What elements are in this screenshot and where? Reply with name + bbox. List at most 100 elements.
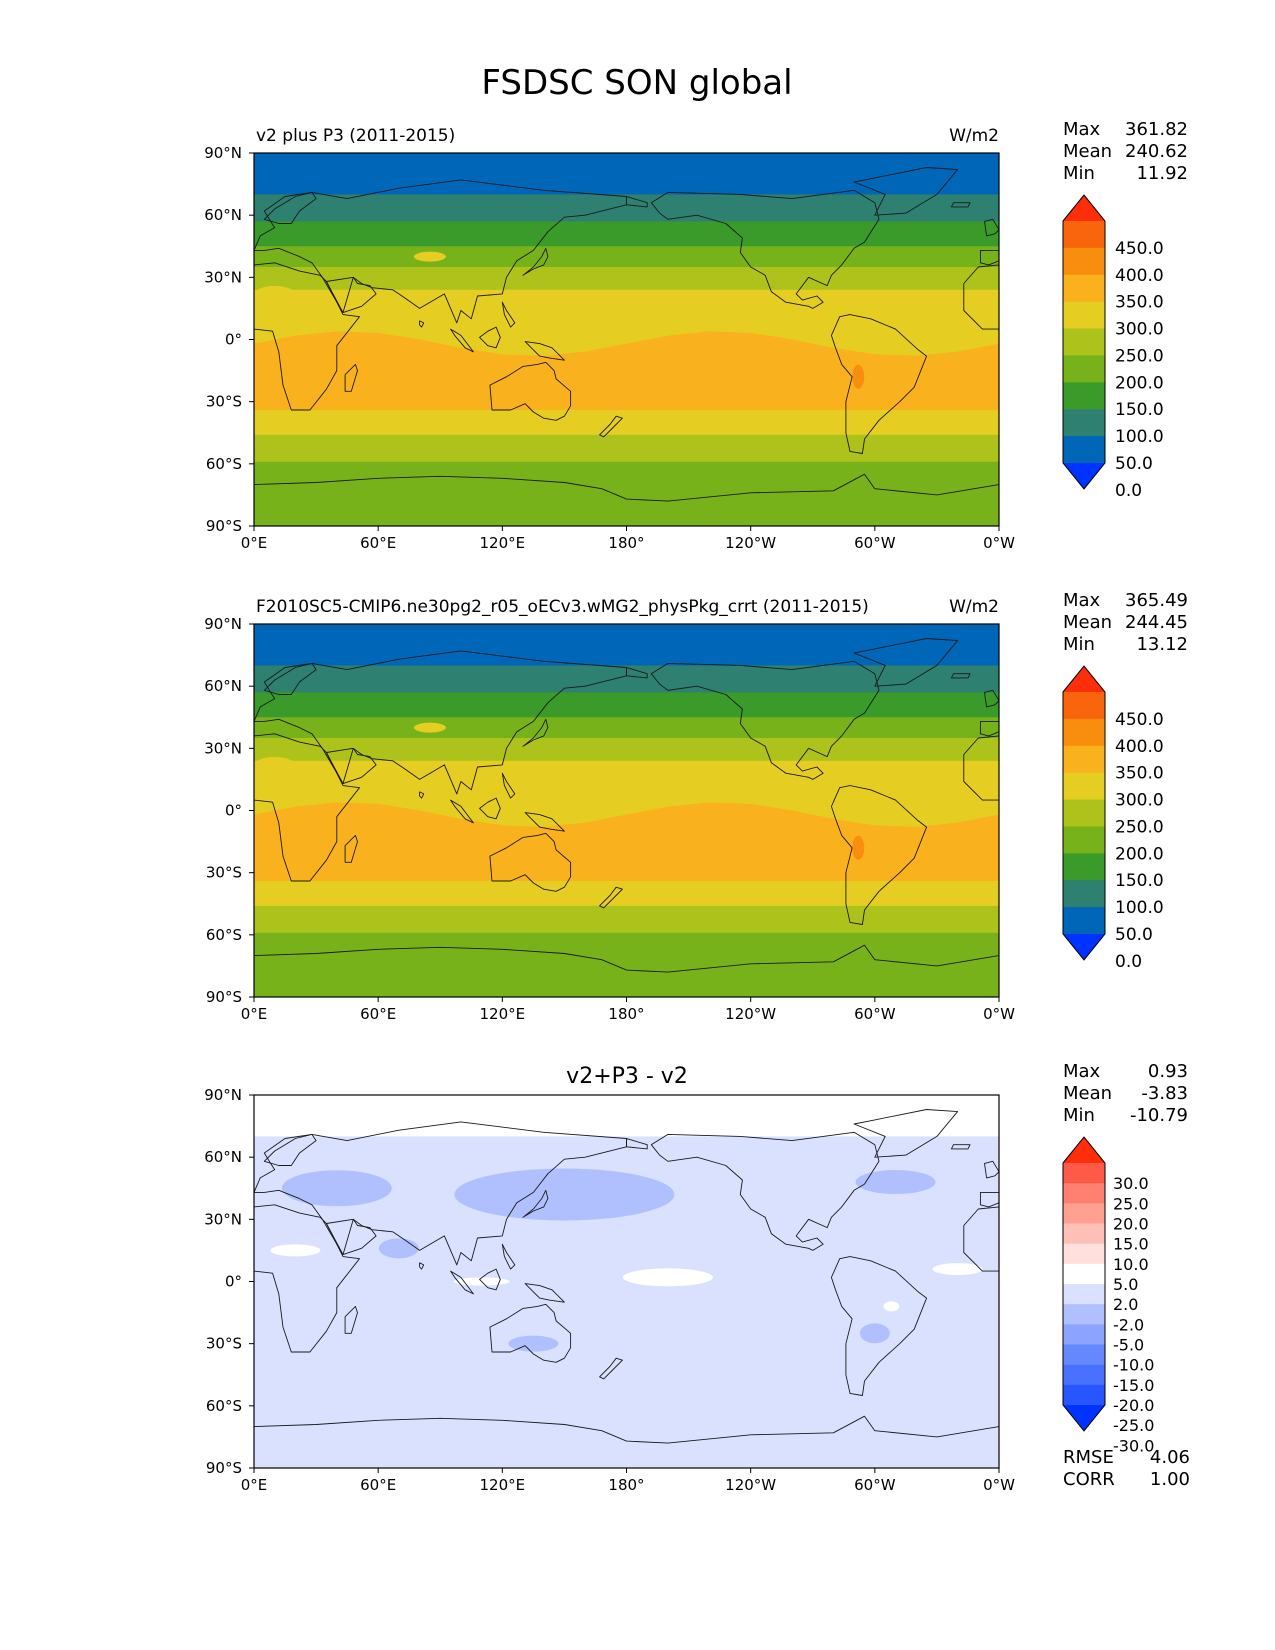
- lon-tick-label: 60°E: [360, 1005, 396, 1023]
- colorbar-label: 0.0: [1115, 952, 1142, 972]
- lat-tick-label: 60°N: [204, 677, 242, 695]
- colorbar-label: -25.0: [1113, 1416, 1154, 1435]
- colorbar-label: -5.0: [1113, 1336, 1144, 1355]
- colorbar-label: 400.0: [1115, 737, 1164, 757]
- lat-tick-label: 60°S: [206, 926, 242, 944]
- colorbar-label: 450.0: [1115, 239, 1164, 259]
- lon-tick-label: 0°W: [983, 1476, 1015, 1494]
- colorbar-segment: [1063, 382, 1105, 410]
- coastlines: [254, 167, 999, 526]
- stat-label: Min: [1063, 1105, 1095, 1126]
- colorbar: 450.0 400.0 350.0 300.0 250.0 200.0 150.0 100.0…: [1062, 665, 1164, 972]
- stat-value: 244.45: [1125, 612, 1188, 633]
- stat-value: -3.83: [1141, 1083, 1188, 1104]
- stat-label: Min: [1063, 163, 1095, 184]
- lat-tick-label: 30°N: [204, 739, 242, 757]
- lon-tick-label: 120°W: [725, 1476, 776, 1494]
- stats-block: Max 0.93 Mean -3.83 Min -10.79: [1063, 1061, 1188, 1126]
- lon-tick-label: 180°: [608, 1476, 644, 1494]
- colorbar-segment: [1063, 1384, 1105, 1406]
- stat-value: 365.49: [1125, 590, 1188, 611]
- lat-tick-label: 30°N: [204, 268, 242, 286]
- colorbar-segment: [1063, 1263, 1105, 1285]
- stat-value: 13.12: [1136, 634, 1188, 655]
- stat-value: 361.82: [1125, 119, 1188, 140]
- stat-label: Mean: [1063, 141, 1112, 162]
- colorbar-segment: [1063, 692, 1105, 720]
- stat-label: Max: [1063, 119, 1101, 140]
- colorbar-label: 10.0: [1113, 1255, 1149, 1274]
- lat-tick-label: 30°N: [204, 1210, 242, 1228]
- colorbar-label: 450.0: [1115, 710, 1164, 730]
- stat-value: 0.93: [1148, 1061, 1188, 1082]
- colorbar-segment: [1063, 301, 1105, 329]
- colorbar-label: 100.0: [1115, 898, 1164, 918]
- colorbar-segment: [1063, 328, 1105, 356]
- colorbar-label: -30.0: [1113, 1436, 1154, 1455]
- colorbar-label: 300.0: [1115, 791, 1164, 811]
- stat-label: Mean: [1063, 612, 1112, 633]
- lon-tick-label: 0°E: [241, 1005, 268, 1023]
- colorbar-label: 0.0: [1115, 481, 1142, 501]
- colorbar-label: 350.0: [1115, 764, 1164, 784]
- colorbar-label: 2.0: [1113, 1295, 1138, 1314]
- lat-tick-label: 0°: [225, 1273, 242, 1291]
- panel-units: W/m2: [949, 597, 999, 617]
- panel-title-center: v2+P3 - v2: [566, 1064, 688, 1089]
- stats-block: Max 361.82 Mean 240.62 Min 11.92: [1063, 119, 1188, 184]
- lon-tick-label: 0°W: [983, 1005, 1015, 1023]
- coastlines: [254, 638, 999, 997]
- colorbar-label: 350.0: [1115, 293, 1164, 313]
- lon-tick-label: 120°E: [480, 1005, 526, 1023]
- lon-tick-label: 180°: [608, 534, 644, 552]
- lon-tick-label: 0°E: [241, 1476, 268, 1494]
- colorbar-segment: [1063, 221, 1105, 249]
- colorbar-segment: [1063, 718, 1105, 747]
- lon-tick-label: 60°W: [854, 1005, 896, 1023]
- colorbar-label: 150.0: [1115, 400, 1164, 420]
- colorbar-segment: [1063, 907, 1105, 935]
- colorbar-extend-max: [1063, 666, 1105, 692]
- colorbar-segment: [1063, 1344, 1105, 1366]
- lat-tick-label: 30°S: [206, 1335, 242, 1353]
- colorbar-label: 25.0: [1113, 1194, 1149, 1213]
- colorbar-label: 200.0: [1115, 844, 1164, 864]
- panel-title-left: v2 plus P3 (2011-2015): [256, 126, 455, 146]
- colorbar-label: 400.0: [1115, 266, 1164, 286]
- colorbar-label: 300.0: [1115, 320, 1164, 340]
- colorbar-label: -10.0: [1113, 1356, 1154, 1375]
- colorbar-segment: [1063, 853, 1105, 881]
- lon-tick-label: 120°E: [480, 534, 526, 552]
- colorbar-label: -20.0: [1113, 1396, 1154, 1415]
- map-test: [254, 153, 999, 526]
- stat-value: 240.62: [1125, 141, 1188, 162]
- colorbar-segment: [1063, 274, 1105, 303]
- colorbar-segment: [1063, 355, 1105, 383]
- lat-tick-label: 60°S: [206, 1397, 242, 1415]
- colorbar-extend-max: [1063, 1137, 1105, 1163]
- stat-label: Max: [1063, 590, 1101, 611]
- lon-tick-label: 0°W: [983, 534, 1015, 552]
- lat-tick-label: 30°S: [206, 393, 242, 411]
- panel-difference: 90°N 60°N 30°N 0° 30°S 60°S 90°S 0°E 60°E 120°E 1…: [204, 1061, 1190, 1494]
- colorbar-segment: [1063, 409, 1105, 437]
- lat-tick-label: 90°N: [204, 615, 242, 633]
- colorbar-label: 50.0: [1115, 925, 1153, 945]
- stat-label: Max: [1063, 1061, 1101, 1082]
- lat-tick-label: 30°S: [206, 864, 242, 882]
- colorbar-segment: [1063, 247, 1105, 276]
- colorbar-segment: [1063, 1304, 1105, 1325]
- lat-tick-label: 60°N: [204, 1148, 242, 1166]
- lon-tick-label: 120°W: [725, 1005, 776, 1023]
- lon-tick-label: 120°W: [725, 534, 776, 552]
- colorbar-segment: [1063, 1183, 1105, 1204]
- colorbar: 30.025.020.015.010.05.02.0-2.0-5.0-10.0-…: [1062, 1136, 1154, 1455]
- stats-block: Max 365.49 Mean 244.45 Min 13.12: [1063, 590, 1188, 655]
- colorbar-label: 100.0: [1115, 427, 1164, 447]
- lon-tick-label: 60°W: [854, 534, 896, 552]
- colorbar-label: 150.0: [1115, 871, 1164, 891]
- lon-tick-label: 60°E: [360, 1476, 396, 1494]
- colorbar-segment: [1063, 1163, 1105, 1184]
- lon-tick-label: 120°E: [480, 1476, 526, 1494]
